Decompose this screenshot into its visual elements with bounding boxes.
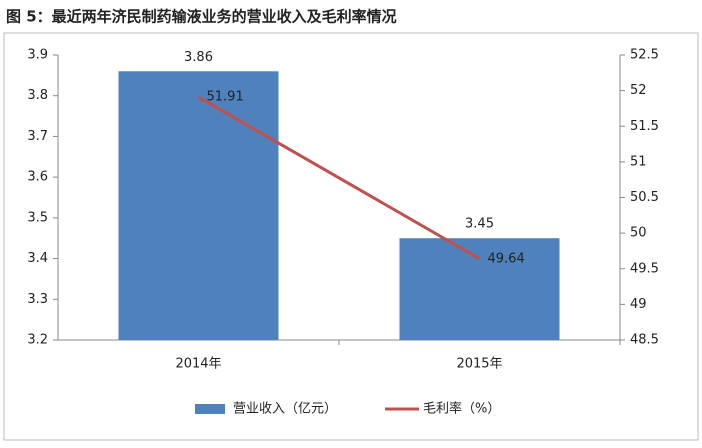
y-tick-label: 3.3 [27, 292, 48, 307]
y2-tick-label: 52.5 [630, 48, 659, 63]
data-label: 3.86 [184, 50, 213, 65]
chart-title: 图 5：最近两年济民制药输液业务的营业收入及毛利率情况 [6, 8, 397, 26]
y2-tick-label: 49.5 [630, 261, 659, 276]
y-tick-label: 3.2 [27, 333, 48, 348]
bar [399, 238, 560, 340]
x-tick-label: 2015年 [456, 357, 502, 372]
y-tick-label: 3.6 [27, 170, 48, 185]
legend-label: 毛利率（%） [423, 401, 500, 417]
y-tick-label: 3.7 [27, 129, 48, 144]
y2-tick-label: 50 [630, 226, 647, 241]
chart-frame [3, 32, 699, 441]
y-tick-label: 3.4 [27, 251, 48, 266]
y2-tick-label: 51.5 [630, 119, 659, 134]
data-label: 51.91 [207, 90, 244, 105]
y-tick-label: 3.8 [27, 88, 48, 103]
bar [118, 71, 279, 341]
x-tick-label: 2014年 [175, 357, 221, 372]
y2-tick-label: 52 [630, 83, 647, 98]
y2-tick-label: 48.5 [630, 333, 659, 348]
line [197, 95, 481, 261]
y-tick-label: 3.9 [27, 48, 48, 63]
data-label: 3.45 [465, 217, 494, 232]
y2-tick-label: 50.5 [630, 190, 659, 205]
legend-label: 营业收入（亿元） [233, 402, 337, 417]
data-label: 49.64 [488, 251, 525, 266]
y-tick-label: 3.5 [27, 210, 48, 225]
y2-tick-label: 51 [630, 154, 647, 169]
legend-swatch [195, 404, 225, 414]
y2-tick-label: 49 [630, 297, 647, 312]
